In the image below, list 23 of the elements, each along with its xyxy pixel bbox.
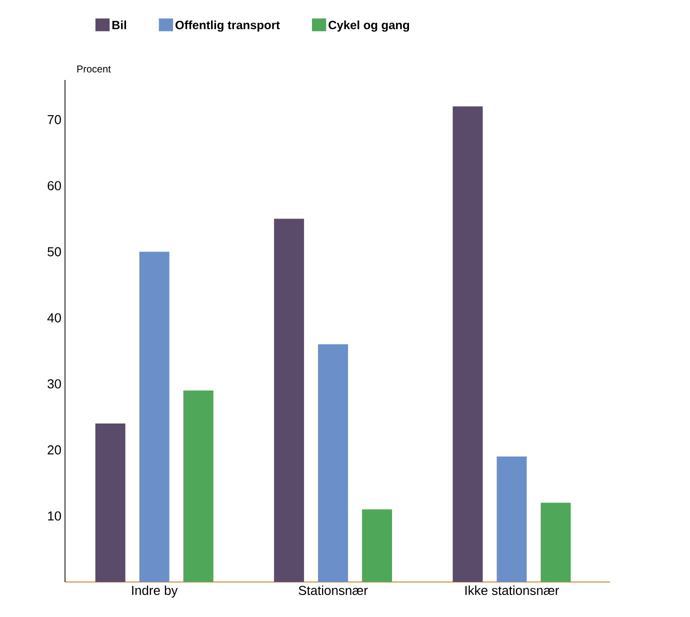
y-tick-label: 70	[48, 115, 61, 124]
bar	[274, 218, 304, 582]
bar	[95, 423, 126, 582]
y-tick-label: 20	[48, 445, 61, 454]
y-tick-label: 10	[48, 511, 61, 521]
legend-label: Offentlig transport	[176, 20, 280, 32]
x-tick-label: Indre by	[132, 586, 178, 598]
bar	[362, 509, 392, 582]
bar	[139, 252, 170, 582]
y-tick-label: 50	[48, 247, 61, 256]
y-tick-label: 30	[48, 379, 61, 388]
y-tick-label: 60	[48, 181, 61, 190]
bar	[318, 344, 348, 582]
legend-label: Bil	[112, 20, 126, 30]
x-tick-label: Stationsnær	[298, 586, 368, 596]
y-axis-title: Procent	[77, 66, 111, 72]
legend-label: Cykel og gang	[328, 20, 410, 32]
bar	[496, 456, 527, 582]
y-tick-label: 40	[47, 313, 61, 322]
bar	[452, 106, 483, 582]
bar	[183, 390, 214, 582]
x-tick-label: Ikke stationsnær	[465, 586, 559, 596]
bar	[540, 502, 571, 582]
